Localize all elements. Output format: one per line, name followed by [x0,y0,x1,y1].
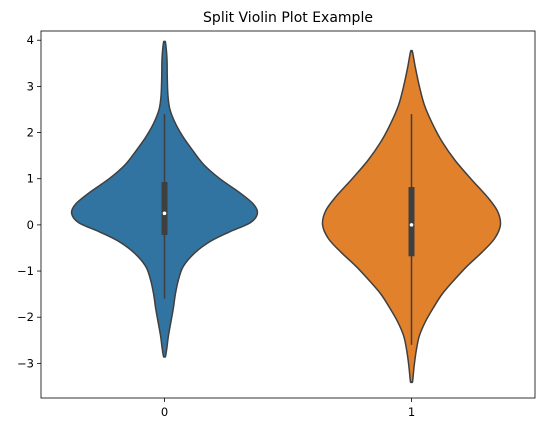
y-tick-label: −3 [17,356,34,370]
y-tick-label: −2 [17,310,34,324]
median-marker-1 [409,223,414,227]
iqr-box-0 [161,181,168,236]
chart-title: Split Violin Plot Example [203,10,373,26]
y-tick-label: 4 [27,33,34,47]
y-axis: −3 −2 −1 0 1 2 3 4 [17,33,41,370]
violin-1 [321,49,502,384]
iqr-box-1 [408,187,415,257]
y-tick-label: 1 [27,172,34,186]
plot-frame [40,30,536,399]
y-tick-label: 0 [27,218,34,232]
y-tick-label: 2 [27,126,34,140]
x-tick-label: 0 [161,405,168,419]
x-tick-label: 1 [408,405,415,419]
median-marker-0 [162,211,167,216]
y-tick-label: 3 [27,79,34,93]
y-tick-label: −1 [17,264,34,278]
violins-group [70,40,502,384]
violin-0 [70,40,259,358]
